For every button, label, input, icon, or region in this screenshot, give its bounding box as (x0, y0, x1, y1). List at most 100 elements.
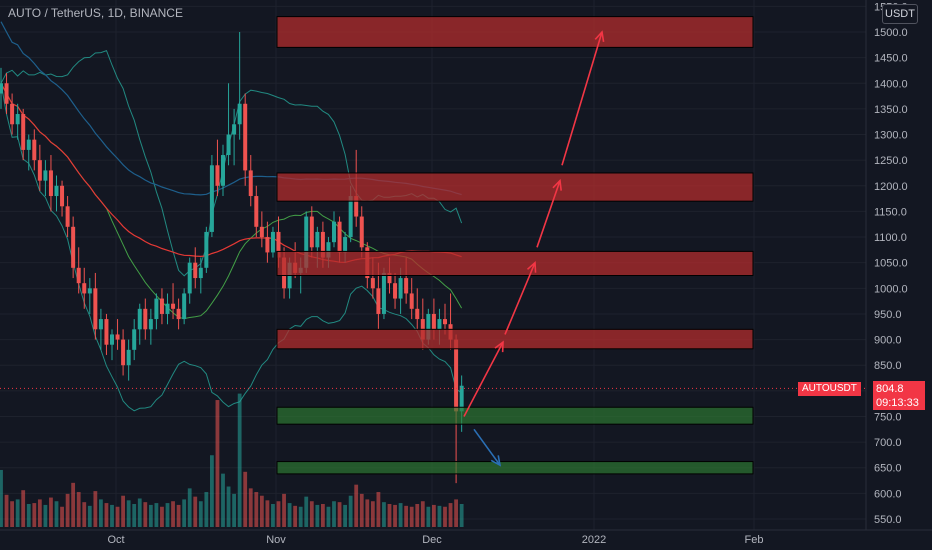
volume-bar (0, 469, 3, 527)
volume-bar (99, 499, 103, 527)
volume-bar (315, 504, 320, 527)
volume-bar (221, 473, 225, 527)
candle-body (37, 160, 42, 181)
candle-body (159, 298, 164, 314)
candle-body (93, 288, 98, 330)
price-tick-label: 1500.0 (874, 27, 908, 39)
candle-body (43, 170, 48, 181)
last-price-value: 804.8 (876, 383, 904, 395)
volume-bar (415, 504, 420, 527)
resistance-zone (276, 16, 754, 48)
volume-bar (326, 506, 331, 527)
volume-bar (215, 400, 220, 527)
currency-badge[interactable]: USDT (882, 4, 918, 24)
candle-body (320, 231, 325, 258)
volume-bar (265, 500, 270, 527)
time-tick-label: Nov (266, 534, 286, 546)
candle-body (343, 237, 348, 253)
volume-bar (393, 504, 397, 527)
candle-body (54, 185, 59, 197)
candle-body (415, 308, 420, 320)
volume-bars (0, 393, 464, 527)
volume-bar (276, 501, 281, 527)
candle-body (171, 303, 176, 309)
price-tick-label: 1450.0 (874, 53, 908, 65)
candle-body (398, 278, 403, 299)
volume-bar (198, 501, 203, 527)
time-tick-label: Dec (422, 534, 442, 546)
time-axis[interactable]: Oct Nov Dec 2022 Feb (0, 529, 932, 546)
volume-bar (443, 506, 447, 527)
volume-bar (337, 502, 342, 527)
volume-bar (243, 471, 248, 527)
candle-body (10, 103, 15, 125)
volume-bar (126, 500, 131, 527)
candle-body (376, 288, 381, 314)
volume-bar (382, 502, 386, 527)
candle-body (82, 283, 87, 294)
resistance-zone (276, 250, 754, 276)
candle-body (270, 231, 275, 253)
candle-body (315, 231, 320, 248)
chart-title: AUTO / TetherUS, 1D, BINANCE (8, 6, 183, 20)
volume-bar (354, 484, 359, 527)
resistance-zone (276, 328, 754, 350)
volume-bar (420, 501, 425, 527)
candlesticks (0, 32, 464, 484)
candle-body (71, 226, 76, 268)
candle-body (237, 103, 242, 125)
volume-bar (71, 482, 76, 527)
volume-bar (49, 497, 53, 527)
volume-bar (137, 498, 142, 527)
volume-bar (148, 504, 153, 527)
volume-bar (143, 502, 148, 527)
candle-body (276, 231, 281, 258)
volume-bar (26, 504, 31, 527)
price-tick-label: 950.0 (874, 309, 902, 321)
arrow-down-head (490, 455, 502, 467)
candle-body (193, 262, 198, 279)
price-tick-label: 650.0 (874, 463, 902, 475)
volume-bar (387, 504, 392, 527)
candle-body (32, 139, 37, 161)
volume-bar (287, 503, 292, 527)
volume-bar (60, 506, 64, 527)
support-zone (276, 461, 754, 475)
candle-body (148, 319, 153, 330)
price-axis[interactable]: 1550.01500.01450.01400.01350.01300.01250… (865, 0, 908, 530)
candle-body (221, 155, 225, 186)
candle-body (309, 216, 314, 248)
candle-body (121, 339, 126, 366)
volume-bar (259, 495, 264, 527)
volume-bar (454, 499, 458, 527)
volume-bar (171, 501, 175, 527)
volume-bar (459, 504, 464, 527)
candle-body (126, 349, 131, 366)
candle-body (76, 267, 81, 284)
volume-bar (115, 506, 120, 527)
volume-bar (54, 501, 59, 527)
volume-bar (332, 501, 336, 527)
candle-body (370, 278, 375, 289)
price-tick-label: 1300.0 (874, 130, 908, 142)
price-tick-label: 550.0 (874, 514, 902, 526)
price-tick-label: 900.0 (874, 335, 902, 347)
volume-bar (398, 503, 403, 527)
volume-bar (87, 505, 92, 527)
volume-bar (309, 501, 314, 527)
candle-body (443, 319, 447, 325)
volume-bar (154, 503, 159, 527)
volume-bar (160, 506, 164, 527)
candle-body (132, 329, 137, 350)
price-tick-label: 1350.0 (874, 104, 908, 116)
candle-body (187, 262, 192, 294)
arrow-up-1 (463, 341, 504, 417)
price-tick-label: 1100.0 (874, 232, 907, 244)
price-zones (276, 16, 754, 475)
candle-body (0, 83, 3, 94)
volume-bar (376, 492, 381, 527)
candle-body (143, 308, 148, 330)
volume-bar (204, 492, 209, 527)
volume-bar (426, 506, 431, 527)
